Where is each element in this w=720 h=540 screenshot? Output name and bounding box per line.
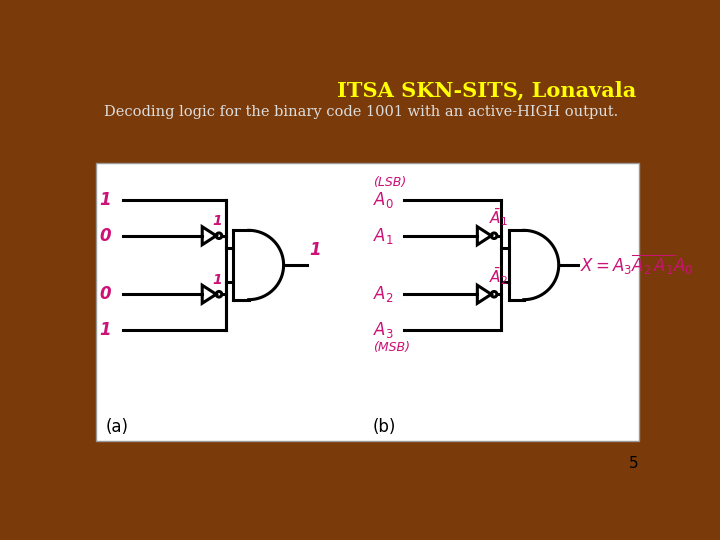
Text: (LSB): (LSB) xyxy=(373,176,406,189)
Text: 0: 0 xyxy=(99,227,112,245)
Text: $\bar{A}_1$: $\bar{A}_1$ xyxy=(489,206,508,228)
Text: ITSA SKN-SITS, Lonavala: ITSA SKN-SITS, Lonavala xyxy=(337,80,636,100)
Text: (b): (b) xyxy=(373,418,396,436)
Text: (MSB): (MSB) xyxy=(373,341,410,354)
Text: $A_3$: $A_3$ xyxy=(373,320,394,340)
Text: 1: 1 xyxy=(309,241,321,259)
Bar xyxy=(96,164,639,441)
Text: 0: 0 xyxy=(99,285,112,303)
Text: 1: 1 xyxy=(99,321,112,340)
Text: $A_1$: $A_1$ xyxy=(373,226,394,246)
Text: $A_2$: $A_2$ xyxy=(373,284,393,304)
Text: 1: 1 xyxy=(212,273,222,287)
Text: 5: 5 xyxy=(629,456,639,471)
Text: Decoding logic for the binary code 1001 with an active-HIGH output.: Decoding logic for the binary code 1001 … xyxy=(104,105,618,119)
Text: $A_0$: $A_0$ xyxy=(373,190,394,210)
Text: 1: 1 xyxy=(99,191,112,208)
Text: $X = A_3\overline{A_2}\,\overline{A_1}A_0$: $X = A_3\overline{A_2}\,\overline{A_1}A_… xyxy=(580,253,693,277)
Text: $\bar{A}_2$: $\bar{A}_2$ xyxy=(489,265,508,287)
Text: (a): (a) xyxy=(106,418,128,436)
Text: 1: 1 xyxy=(212,214,222,228)
